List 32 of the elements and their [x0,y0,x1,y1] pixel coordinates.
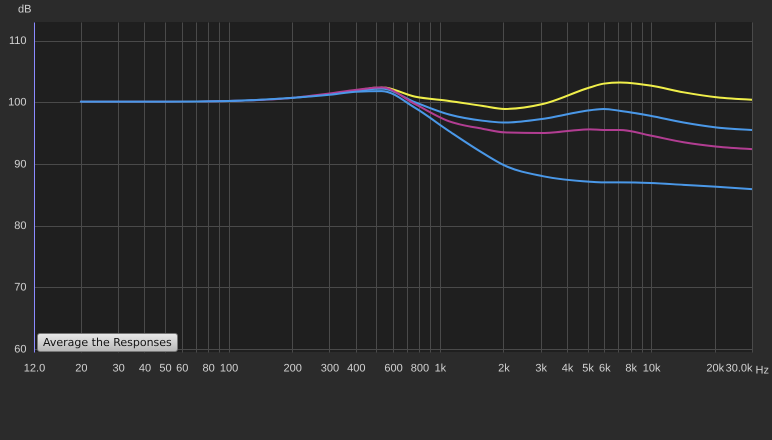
x-tick-label: 800 [410,362,430,374]
x-tick-label: 100 [220,362,238,374]
x-tick-label: 20k [706,362,725,374]
x-tick-label: 5k [582,362,594,374]
x-tick-label: 2k [498,362,510,374]
x-tick-label: 6k [598,362,612,374]
x-tick-label: 4k [562,362,574,374]
x-tick-label: 3k [535,362,548,374]
x-tick-label: 30.0k [726,362,753,374]
x-tick-label: 600 [384,362,403,374]
x-tick-label: 20 [75,362,88,374]
x-tick-label: 30 [112,362,125,374]
y-tick-label: 80 [14,220,26,232]
x-tick-label: 400 [347,362,366,374]
x-tick-label: 80 [202,362,215,374]
y-tick-label: 90 [14,158,26,170]
y-tick-label: 110 [8,35,26,48]
x-tick-label: 50 [159,362,172,374]
x-tick-label: 40 [138,362,152,374]
x-tick-label: 60 [176,362,188,374]
y-tick-label: 60 [14,343,26,356]
x-tick-label: 12.0 [24,362,46,374]
x-axis-title: Hz [756,364,769,376]
y-tick-label: 100 [8,96,26,109]
x-tick-label: 1k [434,362,447,374]
y-tick-label: 70 [14,282,26,294]
x-tick-label: 8k [625,362,638,374]
y-axis-title: dB [18,4,32,16]
button: Average the Responses [37,333,178,352]
x-tick-label: 200 [284,362,302,374]
x-tick-label: 10k [642,362,662,374]
x-tick-label: 300 [320,362,340,374]
